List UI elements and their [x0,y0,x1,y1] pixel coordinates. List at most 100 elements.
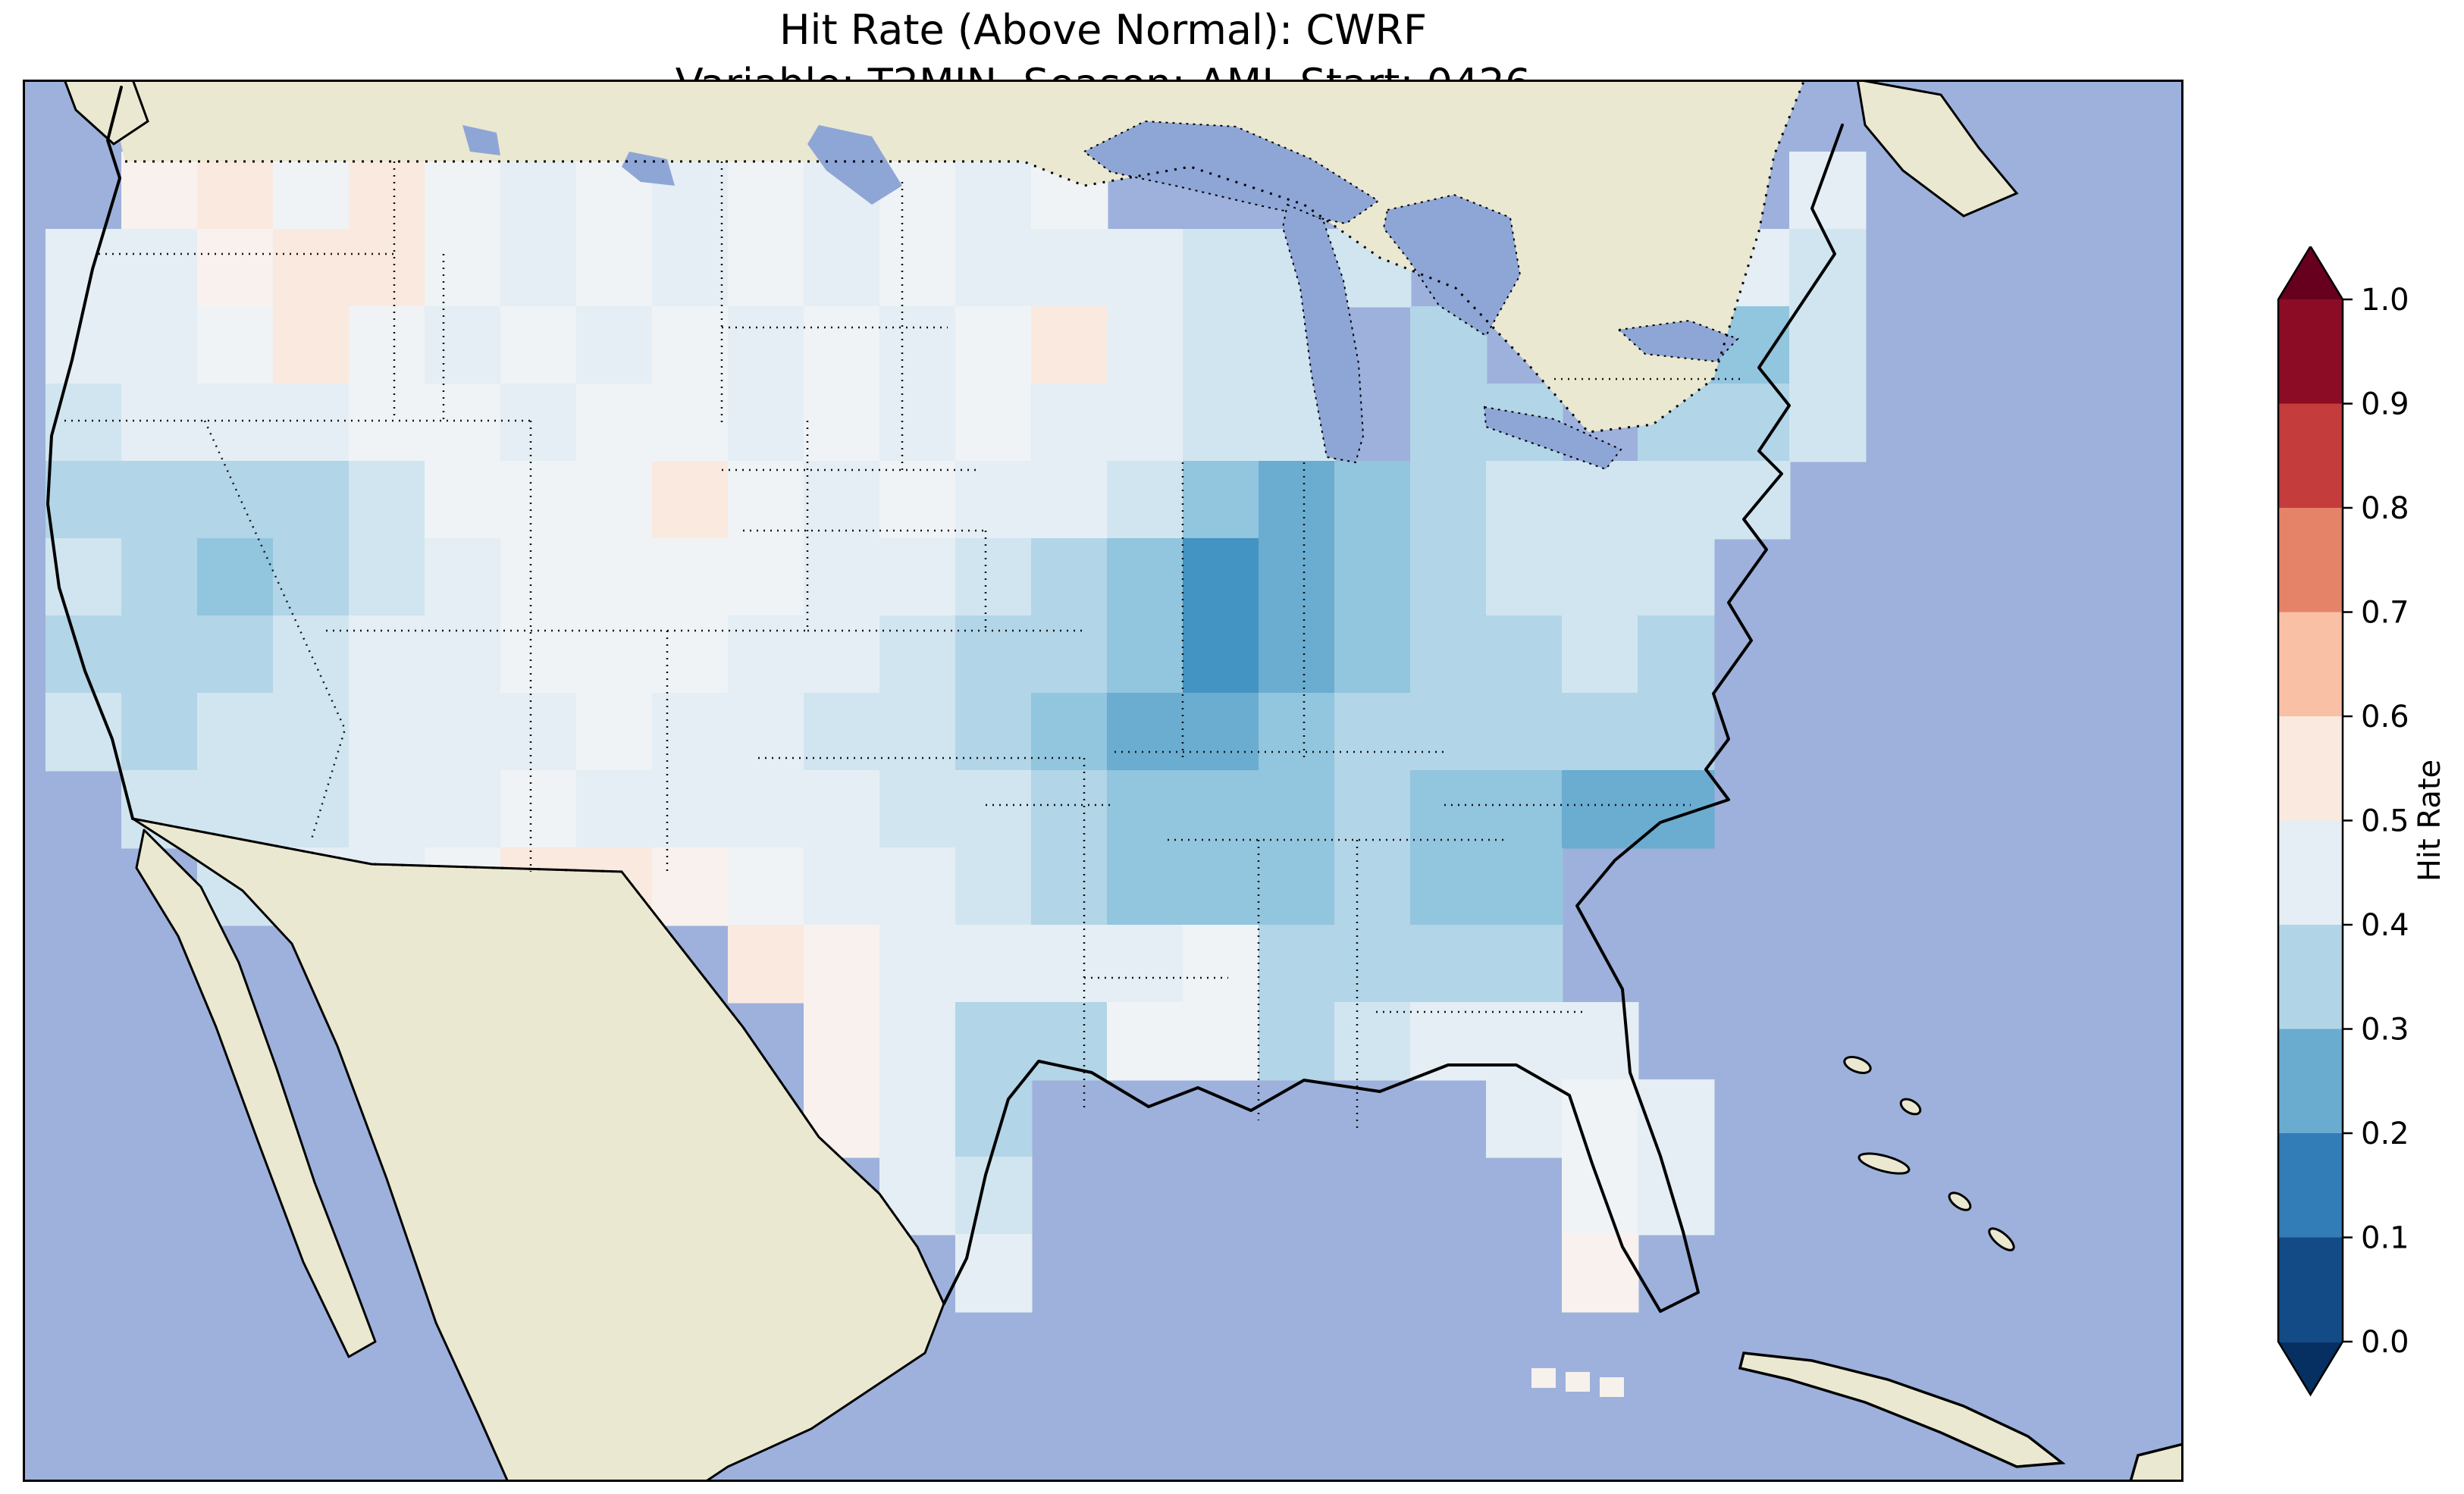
colorbar-segment [2278,925,2343,1030]
hit-rate-grid [45,152,1867,1313]
grid-cell [1259,925,1336,1004]
grid-cell [1031,925,1108,1004]
title-line-1: Hit Rate (Above Normal): CWRF [779,6,1428,54]
bahamas-island [1843,1056,1872,1074]
grid-cell [804,615,881,694]
grid-cell [349,229,426,308]
grid-cell [349,152,426,230]
bahamas-island [1988,1227,2015,1251]
grid-cell [1183,229,1260,308]
grid-cell [121,152,199,230]
grid-cell [1259,770,1336,849]
colorbar-tick-label: 0.2 [2361,1117,2409,1151]
grid-cell [121,693,199,772]
grid-cell [425,152,502,230]
grid-cell [121,615,199,694]
grid-cell [728,693,805,772]
grid-cell [955,1234,1033,1313]
grid-cell [1334,925,1412,1004]
grid-cell [1486,615,1563,694]
grid-cell [728,152,805,230]
grid-cell [955,152,1033,230]
grid-cell [1183,615,1260,694]
grid-cell [425,693,502,772]
grid-cell [955,538,1033,617]
grid-cell [1031,847,1108,926]
grid-cell [1031,229,1108,308]
colorbar-extend-max-arrow [2278,246,2343,299]
grid-cell [1410,538,1487,617]
lake-ontario [1616,319,1739,363]
colorbar-label: Hit Rate [2412,760,2447,882]
vancouver-island [63,80,149,146]
colorbar-segment [2278,403,2343,509]
grid-cell [804,925,881,1004]
grid-cell [197,461,274,540]
grid-cell [652,538,729,617]
grid-cell [349,615,426,694]
colorbar-extend-min-arrow [2278,1342,2343,1395]
grid-cell [728,770,805,849]
colorbar-segment [2278,1133,2343,1239]
grid-cell [728,615,805,694]
state-borders [64,161,1744,1128]
grid-cell [1410,693,1487,772]
grid-cell [45,615,123,694]
grid-cell [273,384,350,462]
grid-cell [955,461,1033,540]
grid-cell [425,461,502,540]
grid-cell [1638,1157,1715,1236]
grid-cell [1410,925,1487,1004]
grid-cell [45,229,123,308]
colorbar: 1.0 0.9 0.8 0.7 0.6 0.5 0.4 0.3 0.2 0.1 0.0 Hit Rat… [2277,246,2447,1397]
grid-cell [576,384,654,462]
bahamas-island [1899,1098,1922,1116]
grid-cell [1107,1002,1184,1081]
grid-cell [1410,1002,1487,1081]
grid-cell [500,306,578,385]
grid-cell [1183,306,1260,385]
grid-cell [955,384,1033,462]
us-mexico-border [132,817,945,1305]
grid-cell [804,229,881,308]
grid-cell-keys [1566,1372,1590,1392]
grid-cell [273,615,350,694]
grid-cell [652,615,729,694]
grid-cell [879,384,957,462]
grid-cell [273,770,350,849]
atlantic-gulf-coastline [942,124,1844,1313]
grid-cell [728,384,805,462]
grid-cell [1107,538,1184,617]
grid-cell [1410,847,1487,926]
grid-cell [576,229,654,308]
grid-cell [1031,693,1108,772]
grid-cell [1031,306,1108,385]
canada-lake [462,125,500,155]
grid-cell [1259,847,1336,926]
grid-cell [45,384,123,462]
grid-cell [1107,925,1184,1004]
grid-cell [121,384,199,462]
grid-cell [652,770,729,849]
grid-cell [576,770,654,849]
grid-cell [1562,1234,1639,1313]
grid-cell [1562,538,1639,617]
grid-cell [804,693,881,772]
grid-cell [1259,538,1336,617]
colorbar-segment [2278,1029,2343,1134]
grid-cell [349,384,426,462]
grid-cell [955,1157,1033,1236]
grid-cell [576,538,654,617]
grid-cell [1031,461,1108,540]
grid-cell [576,306,654,385]
grid-cell [955,229,1033,308]
grid-cell [500,384,578,462]
grid-cell [1107,306,1184,385]
colorbar-tick-label: 0.6 [2361,700,2409,734]
grid-cell [879,615,957,694]
grid-cell [804,384,881,462]
grid-cell [1031,384,1108,462]
grid-cell [1107,770,1184,849]
grid-cell [121,461,199,540]
grid-cell [1562,1157,1639,1236]
